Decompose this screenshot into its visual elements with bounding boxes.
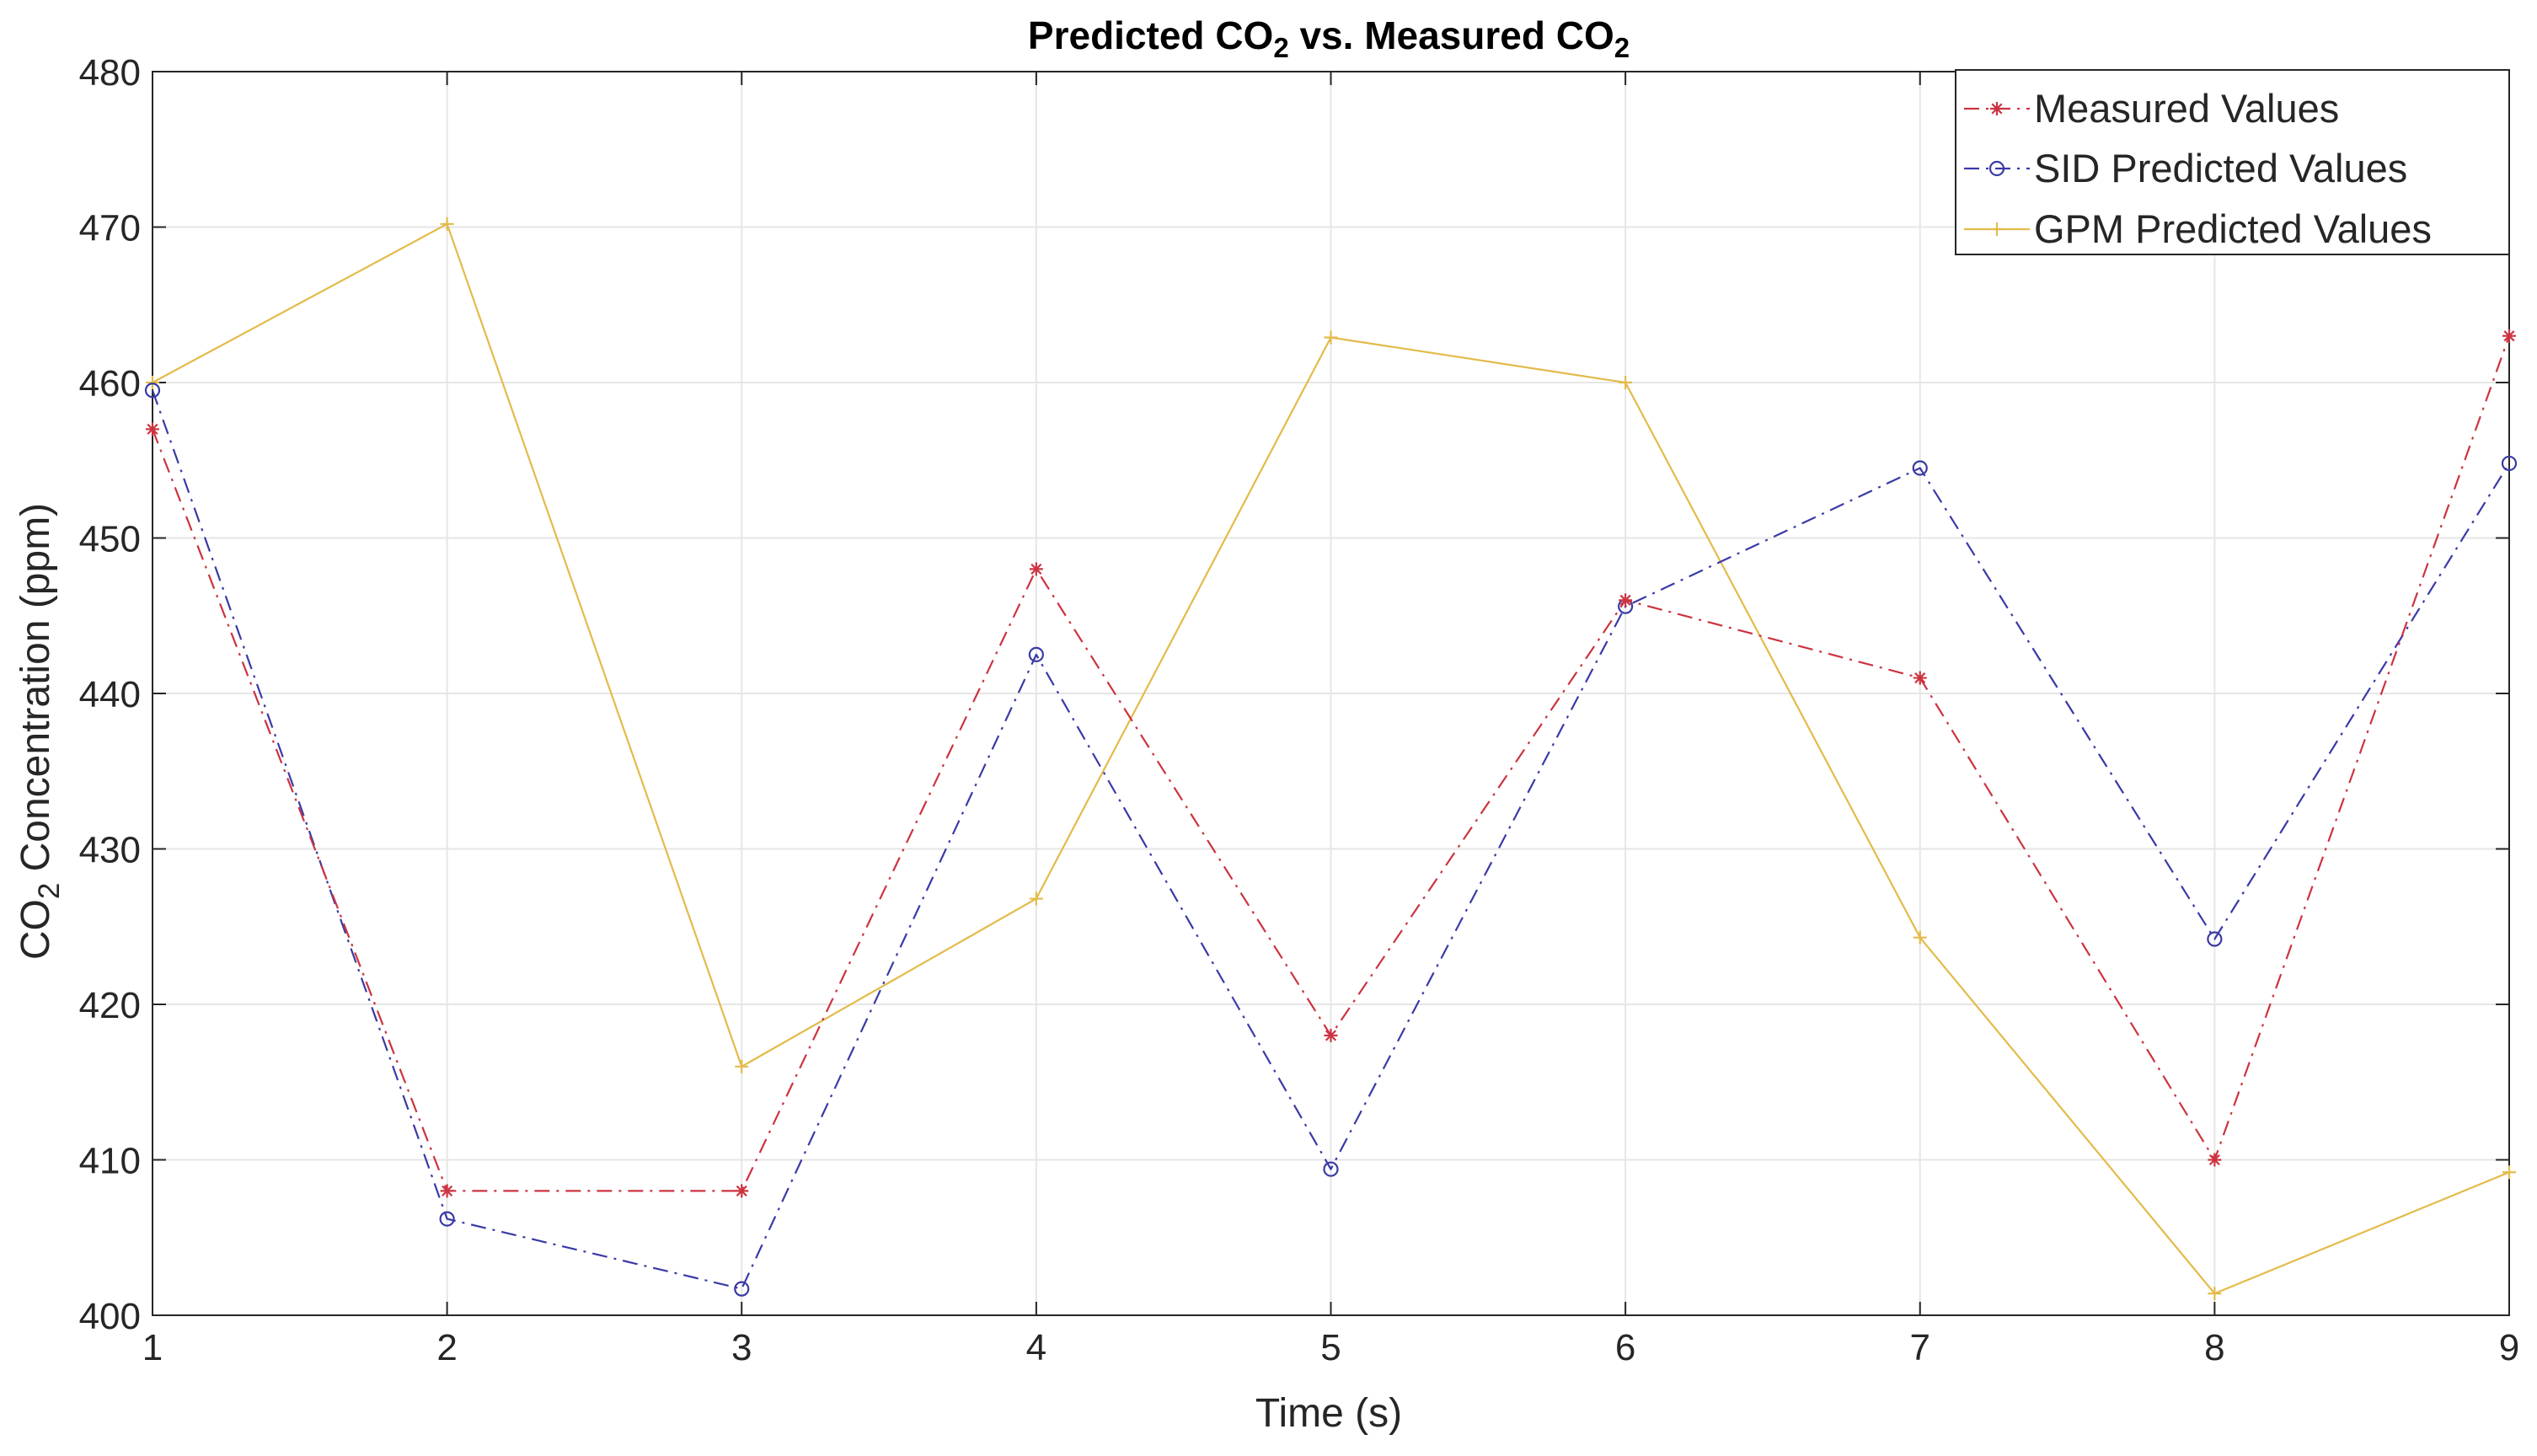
asterisk-marker-stroke <box>1991 103 2003 115</box>
data-point-marker <box>144 383 161 399</box>
y-tick-label: 480 <box>79 52 141 94</box>
title-subscript: 2 <box>1273 32 1288 63</box>
legend-entry-label: SID Predicted Values <box>2034 146 2407 190</box>
circle-marker-shape <box>734 1281 750 1297</box>
asterisk-marker-stroke <box>147 423 158 435</box>
y-tick-label: 470 <box>79 208 141 249</box>
asterisk-marker-stroke <box>1619 594 1631 606</box>
asterisk-marker-stroke <box>442 1185 453 1196</box>
data-point-marker <box>1619 593 1633 608</box>
title-subscript: 2 <box>1614 32 1630 63</box>
data-point-marker <box>439 1211 455 1227</box>
asterisk-marker-stroke <box>1914 672 1926 684</box>
y-label-part: CO <box>13 899 58 960</box>
legend-marker <box>1990 222 2004 236</box>
y-tick-label: 400 <box>79 1296 141 1337</box>
legend-marker <box>1990 102 2004 115</box>
x-tick-label: 6 <box>1615 1327 1635 1368</box>
y-tick-label: 450 <box>79 519 141 560</box>
data-point-marker <box>2208 1287 2222 1301</box>
data-point-marker <box>1028 646 1044 662</box>
y-tick-label: 460 <box>79 363 141 404</box>
data-series <box>144 217 2518 1301</box>
data-point-marker <box>1913 671 1927 685</box>
data-point-marker <box>146 376 159 389</box>
y-tick-label: 420 <box>79 985 141 1026</box>
legend-box <box>1955 69 2510 255</box>
y-tick-label: 410 <box>79 1141 141 1182</box>
y-label-part: Concentration (ppm) <box>13 503 58 883</box>
x-tick-label: 8 <box>2204 1327 2224 1368</box>
title-part: Predicted CO <box>1028 13 1273 57</box>
x-tick-label: 3 <box>731 1327 752 1368</box>
data-point-marker <box>440 1184 454 1198</box>
circle-marker-shape <box>1988 160 2005 177</box>
circle-marker-shape <box>1323 1161 1339 1177</box>
asterisk-marker-stroke <box>736 1185 747 1196</box>
data-point-marker <box>1913 930 1927 945</box>
circle-marker-shape <box>1912 460 1928 476</box>
axis-ticks: 1 2 3 4 5 6 7 8 9 400 410 420 430 440 450 460 470 480 <box>79 52 2520 1368</box>
data-point-marker <box>1324 330 1338 345</box>
x-tick-label: 7 <box>1910 1327 1930 1368</box>
x-tick-label: 1 <box>142 1327 163 1368</box>
data-point-marker <box>1912 460 1928 476</box>
series-2 <box>146 217 2516 1301</box>
legend-entry-label: Measured Values <box>2034 86 2339 131</box>
data-point-marker <box>440 217 454 231</box>
chart-title: Predicted CO2 vs. Measured CO2 <box>1028 13 1630 63</box>
series-1 <box>144 383 2518 1297</box>
data-point-marker <box>2502 329 2516 343</box>
data-point-marker <box>2208 1153 2222 1167</box>
data-point-marker <box>2501 455 2518 472</box>
series-0 <box>146 329 2516 1198</box>
data-point-marker <box>2207 931 2223 947</box>
y-label-subscript: 2 <box>33 883 66 899</box>
title-part: vs. Measured CO <box>1289 13 1614 57</box>
legend-marker <box>1988 160 2005 177</box>
circle-marker-shape <box>2501 455 2518 472</box>
asterisk-marker-stroke <box>2503 330 2515 342</box>
series-line <box>151 389 2510 1290</box>
circle-marker-shape <box>1028 646 1044 662</box>
data-point-marker <box>1619 376 1633 389</box>
circle-marker-shape <box>2207 931 2223 947</box>
data-point-marker <box>1029 891 1043 906</box>
x-tick-label: 4 <box>1026 1327 1046 1368</box>
data-point-marker <box>2502 1165 2516 1180</box>
x-axis-label: Time (s) <box>1255 1391 1402 1436</box>
data-point-marker <box>735 1184 749 1198</box>
data-point-marker <box>1323 1161 1339 1177</box>
y-axis-label: CO2 Concentration (ppm) <box>13 503 66 960</box>
circle-marker-shape <box>439 1211 455 1227</box>
x-tick-label: 9 <box>2499 1327 2519 1368</box>
asterisk-marker-stroke <box>1030 563 1042 575</box>
x-tick-label: 5 <box>1320 1327 1341 1368</box>
data-point-marker <box>1324 1028 1338 1042</box>
circle-marker-shape <box>144 383 161 399</box>
asterisk-marker-stroke <box>2208 1154 2220 1166</box>
legend-entry-label: GPM Predicted Values <box>2034 206 2432 251</box>
x-tick-label: 2 <box>436 1327 457 1368</box>
data-point-marker <box>1029 562 1043 576</box>
data-point-marker <box>146 422 159 436</box>
legend: Measured Values SID Predicted Values GPM P… <box>1955 69 2510 255</box>
data-point-marker <box>735 1059 749 1073</box>
y-tick-label: 430 <box>79 830 141 871</box>
y-tick-label: 440 <box>79 674 141 715</box>
data-point-marker <box>734 1281 750 1297</box>
asterisk-marker-stroke <box>1325 1030 1337 1041</box>
